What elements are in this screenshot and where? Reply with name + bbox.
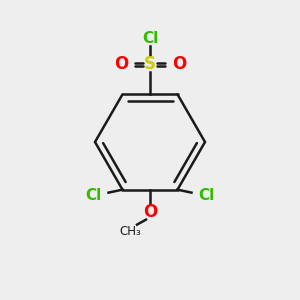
- Text: Cl: Cl: [198, 188, 214, 203]
- Text: O: O: [114, 56, 128, 74]
- Text: O: O: [143, 202, 157, 220]
- Text: O: O: [172, 56, 186, 74]
- Text: CH₃: CH₃: [119, 225, 141, 238]
- Text: S: S: [144, 56, 156, 74]
- Text: Cl: Cl: [142, 31, 158, 46]
- Text: Cl: Cl: [85, 188, 102, 203]
